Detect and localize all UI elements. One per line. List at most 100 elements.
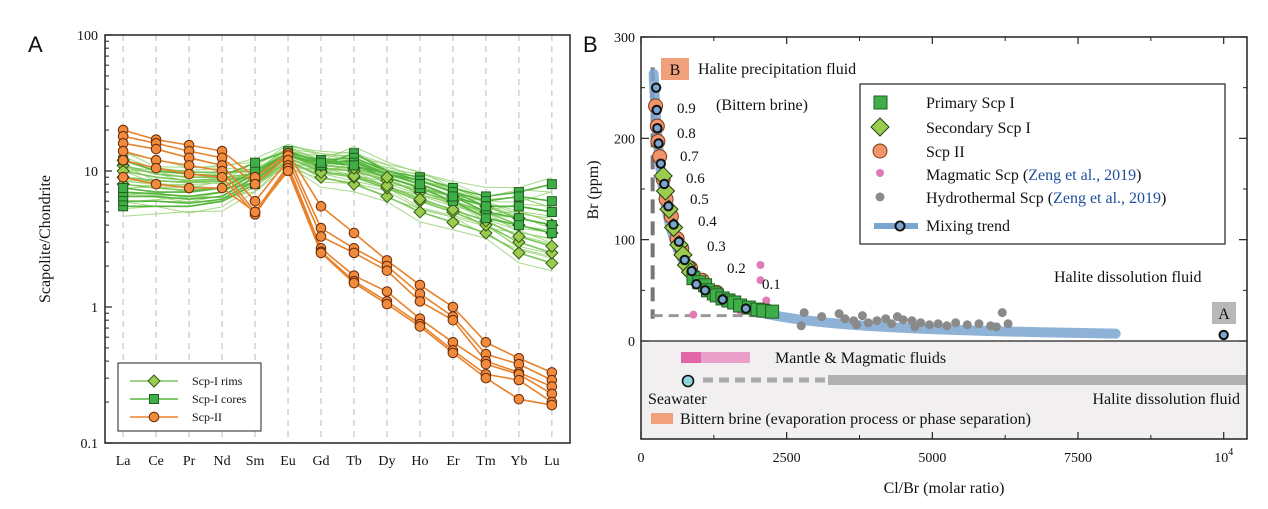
a-scp2-point [183, 182, 195, 194]
b-mixing-fraction-label: 0.6 [686, 171, 705, 187]
a-series-line [123, 152, 553, 234]
b-hydrothermal-point [863, 318, 873, 328]
a-x-tick-label: Tb [346, 454, 362, 469]
b-y-tick-label: 200 [614, 132, 635, 147]
legend-mixing: Mixing trend [926, 218, 1010, 235]
a-scp2-point [480, 337, 492, 348]
b-halite-diss-bottom-label: Halite dissolution fluid [1092, 391, 1240, 408]
a-scp1-core-point [348, 160, 359, 171]
b-mixing-labels: 0.9 0.8 0.7 0.6 0.5 0.4 0.30.2 0.1 [677, 101, 781, 293]
b-mantle-label: Mantle & Magmatic fluids [775, 350, 946, 367]
panel-letter-b: B [583, 32, 598, 57]
b-magmatic-point [689, 310, 698, 319]
a-scp2-point [480, 358, 492, 370]
endmember-b-label: B [670, 62, 681, 79]
a-scp2-point [381, 298, 393, 310]
a-scp2-point [348, 227, 360, 239]
endmember-a-box [1212, 302, 1236, 324]
a-scp2-point [150, 143, 162, 155]
a-scp2-point [282, 165, 294, 177]
b-hydrothermal-point [962, 320, 972, 330]
a-scp1-rim-point [446, 202, 460, 217]
a-scp2-point [348, 247, 360, 259]
a-scp1-core-point [546, 196, 557, 207]
b-legend: Primary Scp I Secondary Scp I Scp II Mag… [859, 83, 1226, 245]
b-mixing-fraction-label: 0.8 [677, 126, 696, 142]
a-scp2-point [414, 279, 426, 291]
b-mixing-point [691, 279, 702, 290]
legend-diamond-icon [870, 117, 890, 137]
b-hydrothermal-point [974, 319, 984, 329]
a-scp2-point [315, 247, 327, 259]
a-y-tick-label: 100 [77, 29, 98, 44]
b-mixing-point [699, 285, 711, 296]
a-x-tick-label: Dy [378, 454, 395, 469]
b-plot-frame [640, 36, 1248, 440]
a-legend-label: Scp-I cores [192, 392, 247, 406]
b-hydrothermal-point [997, 308, 1007, 318]
a-scp1-core-point [447, 191, 458, 202]
b-mixing-fraction-label: 0.7 [680, 149, 699, 165]
b-hydrothermal-point [817, 312, 827, 322]
b-y-axis-label: Br (ppm) [585, 160, 602, 219]
b-x-tick-label: 7500 [1064, 451, 1092, 466]
a-x-tick-label: Lu [544, 454, 560, 469]
a-scp1-rim-point [347, 177, 361, 191]
b-magmatic-point [756, 276, 765, 285]
b-hydrothermal-point [834, 309, 844, 319]
legend-primary: Primary Scp I [926, 95, 1015, 112]
a-scp1-core-point [546, 179, 557, 190]
a-scp1-core-point [316, 157, 327, 168]
a-legend-square-icon [149, 394, 159, 404]
b-hydrothermal-point [799, 308, 809, 318]
b-x-tick-label: 2500 [773, 451, 801, 466]
legend-ring-icon [894, 220, 906, 232]
b-mantle-bar-light [701, 352, 750, 363]
b-mixing-point [673, 236, 685, 247]
b-mixing-point [663, 201, 674, 212]
a-x-tick-label: Gd [312, 454, 329, 469]
a-x-tick-label: Ce [148, 454, 164, 469]
a-scp1-core-point [480, 201, 491, 212]
a-x-tick-label: Er [446, 454, 460, 469]
panel-a-chart: 0.1 1 10 100 La Ce Pr Nd Sm Eu Gd Tb Dy Ho Er Tm Yb Lu S… [37, 29, 571, 469]
b-magmatic-point [762, 296, 771, 305]
b-hydrothermal-point [840, 314, 850, 324]
a-legend-label: Scp-I rims [192, 374, 243, 388]
a-scp1-core-point [480, 213, 491, 224]
a-scp2-point [315, 231, 327, 242]
b-mixing-point [686, 265, 697, 277]
b-x-tick-label: 104 [1214, 447, 1233, 466]
b-mixing-fraction-label: 0.2 [727, 261, 746, 277]
b-mixing-point [679, 254, 690, 266]
a-scp2-point [117, 171, 129, 183]
legend-scp2: Scp II [926, 144, 965, 161]
b-mixing-fraction-label: 0.1 [762, 277, 781, 293]
legend-hydro: Hydrothermal Scp (Zeng et al., 2019) [926, 190, 1166, 207]
a-scp1-rim-point [545, 239, 559, 253]
b-mixing-fraction-label: 0.9 [677, 101, 696, 117]
a-scp1-rim-point [545, 256, 559, 270]
a-scp2-point [183, 168, 195, 180]
a-series-line [122, 169, 553, 406]
b-hydrothermal-point [951, 318, 961, 328]
a-x-tick-label: Eu [280, 454, 296, 469]
b-y-tick-label: 0 [628, 335, 635, 350]
b-hydrothermal-point [887, 319, 897, 329]
a-scp1-core-point [414, 179, 425, 190]
b-bittern-bar [651, 413, 673, 424]
a-series-lines [122, 129, 553, 406]
a-scp1-rim-point [413, 205, 427, 219]
legend-square-icon [873, 95, 888, 110]
a-legend: Scp-I rims Scp-I cores Scp-II [117, 362, 262, 432]
a-scp2-point [447, 347, 459, 359]
a-y-tick-label: 1 [91, 301, 98, 316]
a-series-line [122, 135, 553, 381]
b-mixing-point [717, 294, 728, 305]
a-scp2-point [216, 171, 228, 183]
a-series-line [122, 129, 553, 374]
a-y-ticks: 0.1 1 10 100 [77, 29, 112, 452]
a-scp1-rim-point [347, 169, 361, 183]
a-scp2-point [249, 206, 261, 218]
